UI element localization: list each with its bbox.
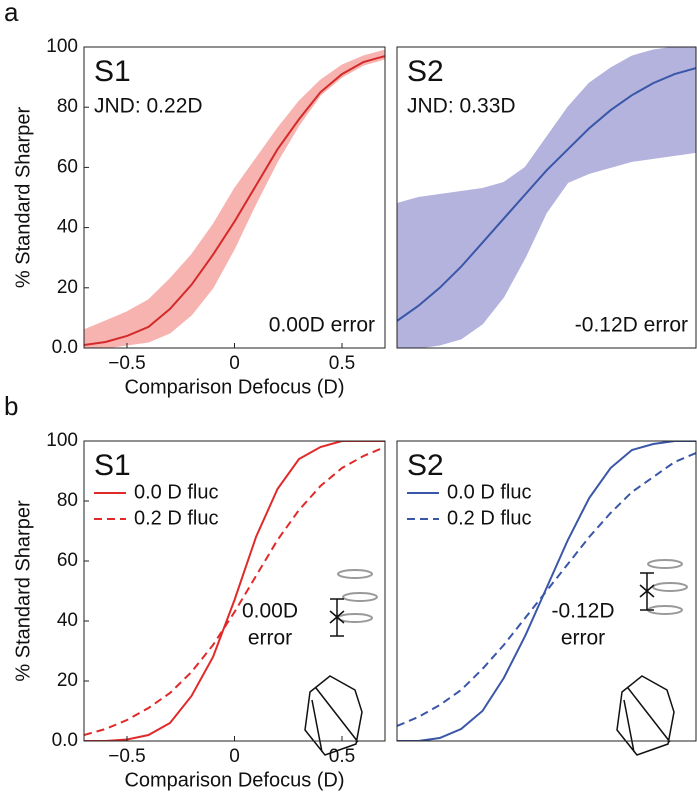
y-tick-label: 20	[57, 670, 78, 691]
panel-label: b	[4, 391, 18, 421]
inset-icon	[304, 559, 688, 756]
axes-frame	[396, 46, 697, 349]
error-annotation: 0.00D error	[269, 314, 375, 337]
x-tick-label: 0.5	[329, 746, 355, 767]
y-tick-label: 0.0	[52, 337, 78, 358]
y-tick-label: 100	[46, 36, 78, 57]
y-tick-label: 40	[57, 610, 78, 631]
x-axis-label: Comparison Defocus (D)	[124, 769, 344, 791]
x-tick-label: −0.5	[108, 353, 146, 374]
x-tick-label: 0	[229, 353, 240, 374]
panel: S2 JND: 0.33D -0.12D error	[396, 46, 697, 349]
y-tick-label: 100	[46, 430, 78, 451]
error-annotation: -0.12D	[551, 600, 614, 623]
axes-frame	[396, 440, 697, 742]
plot-area	[84, 441, 385, 741]
curve	[84, 441, 385, 741]
error-annotation: error	[248, 627, 292, 650]
jnd-label: JND: 0.33D	[407, 95, 516, 118]
curve	[397, 67, 696, 322]
panel-title: S2	[407, 55, 444, 88]
panel-title: S1	[94, 55, 131, 88]
curve	[397, 452, 696, 727]
plot-area	[84, 49, 385, 348]
legend-label: 0.0 D fluc	[134, 481, 218, 503]
curve	[84, 446, 385, 736]
axes-frame	[83, 440, 386, 742]
curve	[397, 441, 696, 741]
error-annotation: error	[561, 627, 605, 650]
y-tick-label: 80	[57, 490, 78, 511]
y-tick-label: 80	[57, 96, 78, 117]
bootstrap-band	[397, 47, 696, 348]
y-axis-label: % Standard Sharper	[12, 500, 34, 682]
legend-label: 0.2 D fluc	[447, 507, 531, 529]
panel-title: S2	[407, 449, 444, 482]
y-tick-label: 0.0	[52, 730, 78, 751]
plot-area	[397, 47, 696, 348]
bootstrap-band	[84, 49, 385, 348]
x-axis-label: Comparison Defocus (D)	[124, 376, 344, 398]
jnd-label: JND: 0.22D	[94, 95, 203, 118]
error-annotation: 0.00D	[242, 600, 298, 623]
y-tick-label: 20	[57, 277, 78, 298]
legend-label: 0.2 D fluc	[134, 507, 218, 529]
panel-label: a	[4, 0, 19, 27]
legend-label: 0.0 D fluc	[447, 481, 531, 503]
y-axis-label: % Standard Sharper	[12, 107, 34, 289]
x-tick-label: 0	[229, 746, 240, 767]
plot-area	[397, 441, 696, 741]
x-tick-label: 0.5	[329, 353, 355, 374]
y-tick-label: 60	[57, 156, 78, 177]
y-tick-label: 60	[57, 550, 78, 571]
curve	[84, 55, 385, 346]
panel-title: S1	[94, 449, 131, 482]
y-tick-label: 40	[57, 217, 78, 238]
panel: S2 -0.12D error 0.0 D fluc 0.2 D fluc	[396, 440, 697, 742]
error-annotation: -0.12D error	[575, 314, 688, 337]
x-tick-label: −0.5	[108, 746, 146, 767]
